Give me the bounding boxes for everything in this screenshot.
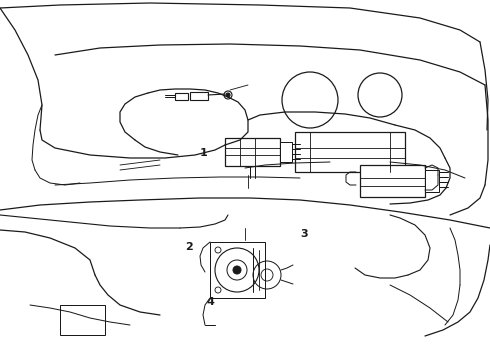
- Bar: [425, 170, 439, 192]
- Circle shape: [226, 93, 230, 97]
- Bar: [280, 142, 292, 162]
- Bar: [225, 138, 280, 166]
- Circle shape: [233, 266, 241, 274]
- Bar: [360, 165, 425, 197]
- Bar: [175, 93, 188, 100]
- Bar: [210, 242, 265, 298]
- Bar: [190, 92, 208, 100]
- Text: 3: 3: [300, 229, 308, 239]
- Bar: [295, 132, 405, 172]
- Text: 4: 4: [207, 297, 215, 307]
- Text: 2: 2: [185, 242, 193, 252]
- Text: 1: 1: [199, 148, 207, 158]
- Bar: [60, 305, 105, 335]
